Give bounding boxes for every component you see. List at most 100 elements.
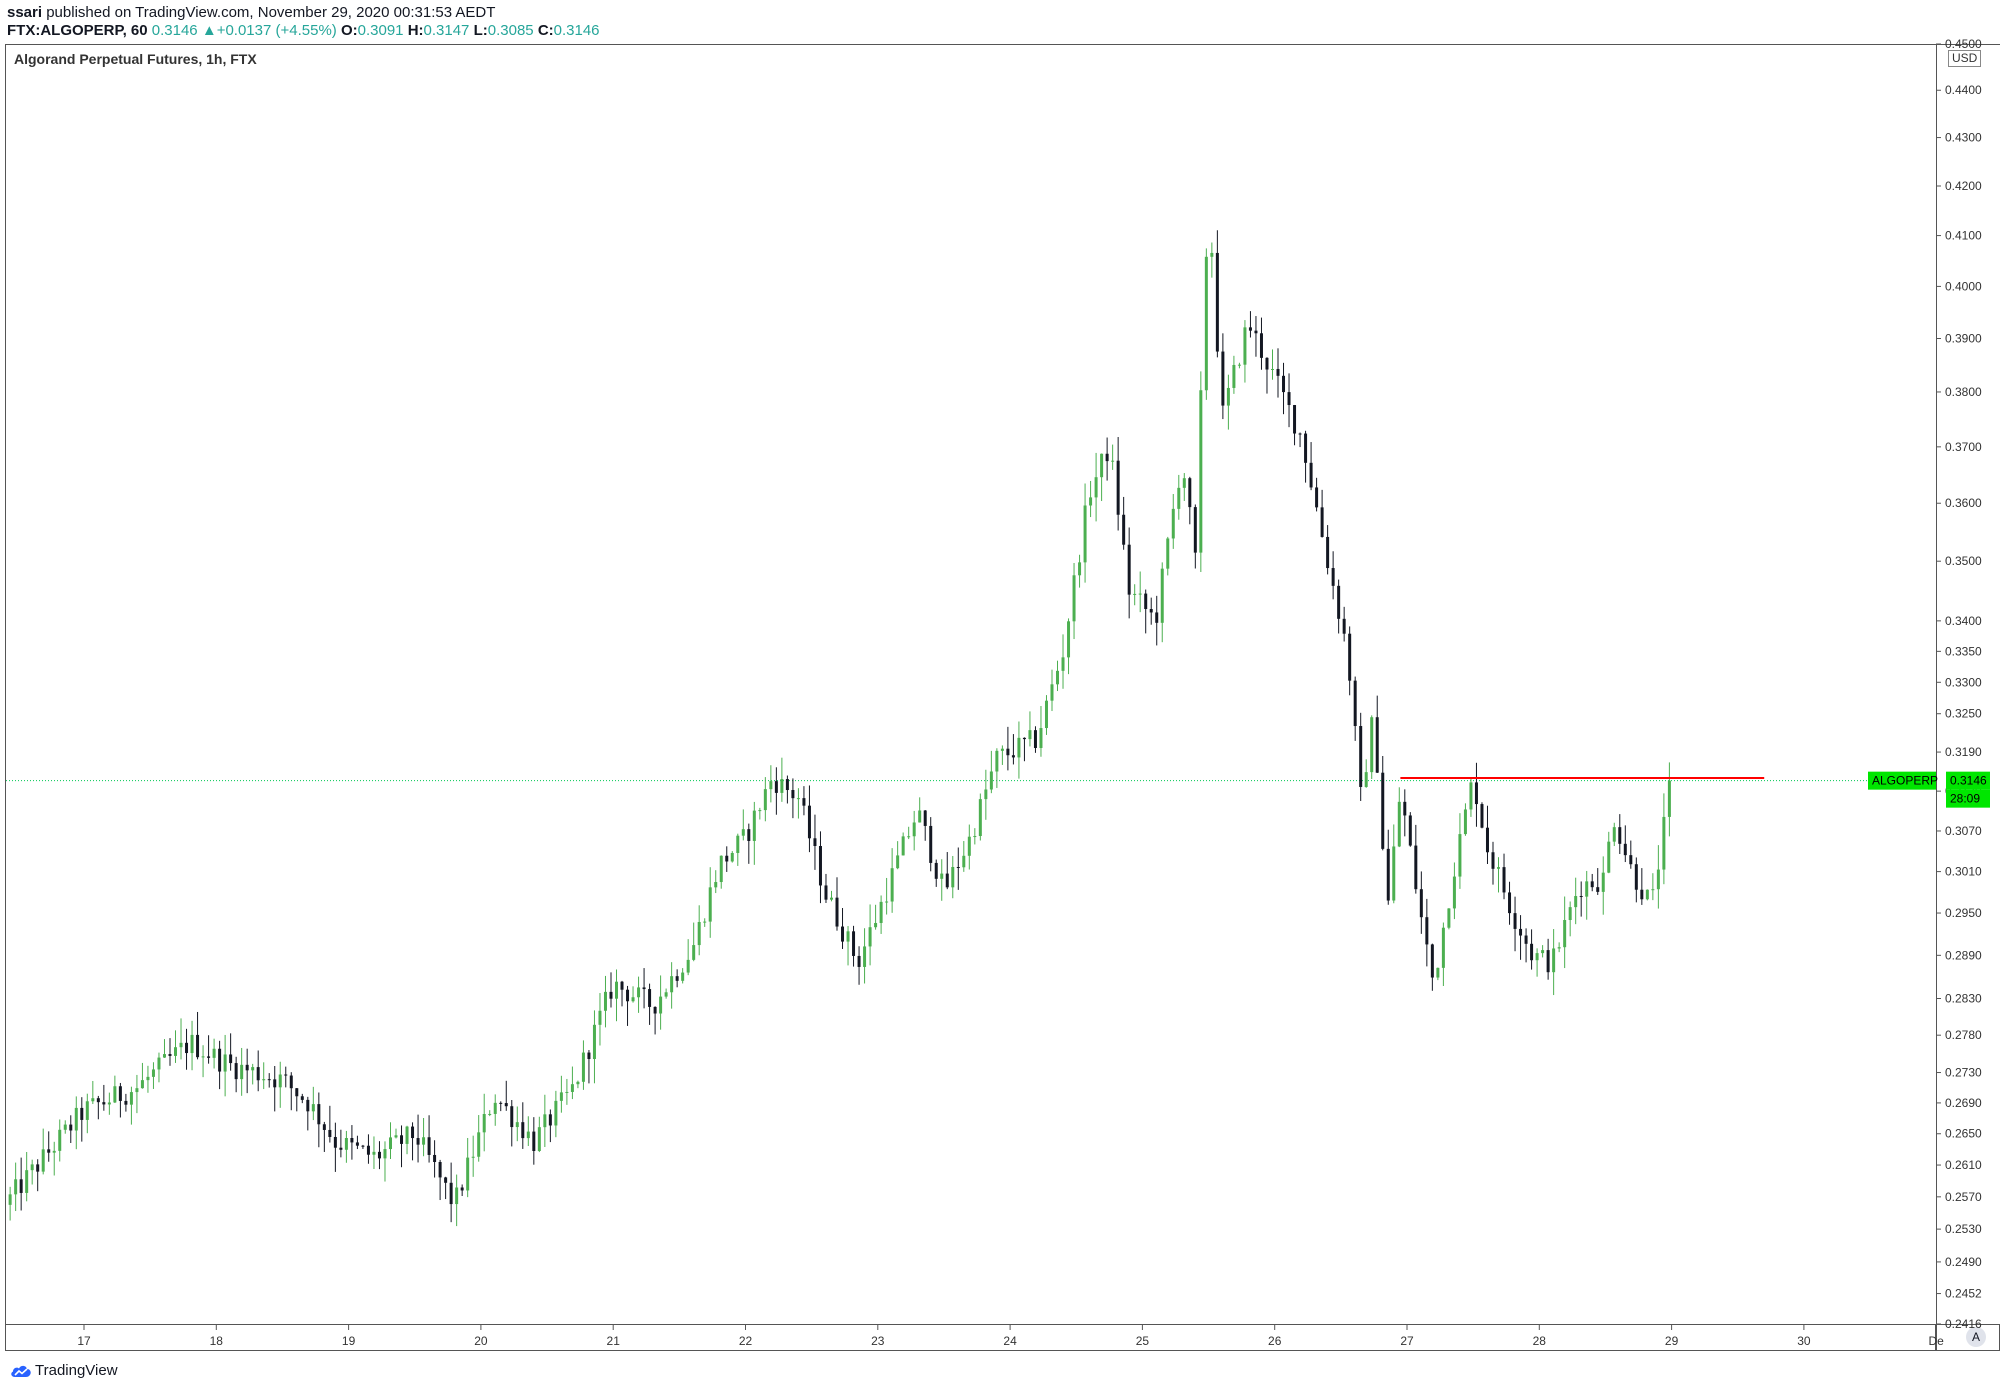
y-tick-label: 0.3250 bbox=[1945, 707, 1982, 721]
candle-body bbox=[1320, 507, 1324, 537]
candle-body bbox=[1193, 507, 1197, 553]
candle-body bbox=[179, 1042, 183, 1048]
candle-body bbox=[1436, 967, 1440, 978]
tradingview-cloud-icon bbox=[11, 1365, 31, 1378]
candle-body bbox=[1177, 487, 1181, 509]
candle-body bbox=[317, 1104, 321, 1125]
candle-body bbox=[306, 1099, 310, 1112]
candle-body bbox=[157, 1057, 161, 1070]
candle-body bbox=[824, 885, 828, 900]
candle-body bbox=[91, 1098, 95, 1102]
candle-body bbox=[1011, 755, 1015, 758]
candle-body bbox=[857, 955, 861, 967]
candle-body bbox=[841, 926, 845, 942]
candle-body bbox=[559, 1092, 563, 1101]
candle-body bbox=[1612, 827, 1616, 842]
candle-body bbox=[1414, 845, 1418, 890]
candle-body bbox=[802, 798, 806, 806]
candle-body bbox=[730, 852, 734, 862]
candle-body bbox=[422, 1137, 426, 1145]
symbol-label: FTX:ALGOPERP, 60 bbox=[7, 22, 148, 39]
candle-body bbox=[984, 789, 988, 800]
candle-body bbox=[741, 829, 745, 836]
candle-body bbox=[256, 1067, 260, 1081]
candle-body bbox=[956, 866, 960, 868]
candle-body bbox=[1645, 889, 1649, 900]
candle-body bbox=[8, 1194, 12, 1205]
candle-body bbox=[1166, 538, 1170, 569]
candle-body bbox=[36, 1164, 40, 1172]
candle-body bbox=[1028, 730, 1032, 740]
y-tick-label: 0.4500 bbox=[1945, 37, 1982, 51]
x-tick-label: 18 bbox=[210, 1334, 224, 1348]
candle-body bbox=[1601, 872, 1605, 892]
author-name[interactable]: ssari bbox=[7, 4, 43, 21]
low-value: 0.3085 bbox=[487, 22, 534, 39]
low-label: L: bbox=[473, 22, 488, 39]
candle-body bbox=[1381, 772, 1385, 849]
y-tick-label: 0.3300 bbox=[1945, 675, 1982, 689]
x-tick-label: 21 bbox=[607, 1334, 621, 1348]
candle-body bbox=[1634, 864, 1638, 890]
candle-body bbox=[1596, 887, 1600, 892]
candle-body bbox=[598, 1010, 602, 1025]
candle-body bbox=[262, 1079, 266, 1081]
y-tick-label: 0.2780 bbox=[1945, 1028, 1982, 1042]
candle-body bbox=[207, 1056, 211, 1058]
candle-body bbox=[47, 1149, 51, 1153]
candle-body bbox=[785, 779, 789, 791]
candle-body bbox=[835, 897, 839, 927]
candle-body bbox=[185, 1042, 189, 1054]
candle-body bbox=[1353, 680, 1357, 727]
high-label: H: bbox=[407, 22, 424, 39]
candle-body bbox=[829, 897, 833, 900]
candle-body bbox=[708, 887, 712, 922]
price-axis[interactable] bbox=[1936, 44, 2000, 1325]
candle-body bbox=[383, 1149, 387, 1159]
candle-body bbox=[1430, 944, 1434, 978]
candle-body bbox=[1116, 460, 1120, 515]
candle-body bbox=[1342, 618, 1346, 634]
candle-body bbox=[201, 1056, 205, 1058]
candle-body bbox=[311, 1104, 315, 1112]
candle-body bbox=[1270, 368, 1274, 370]
candle-body bbox=[322, 1124, 326, 1130]
candle-body bbox=[1535, 953, 1539, 961]
auto-scale-button[interactable]: A bbox=[1966, 1327, 1986, 1347]
candle-body bbox=[736, 835, 740, 853]
time-axis[interactable] bbox=[5, 1325, 1936, 1351]
candle-body bbox=[874, 922, 878, 928]
y-tick-label: 0.2570 bbox=[1945, 1190, 1982, 1204]
countdown-tag-bg bbox=[1946, 789, 1990, 808]
candle-body bbox=[714, 882, 718, 888]
currency-label[interactable]: USD bbox=[1948, 50, 1982, 67]
candle-body bbox=[361, 1145, 365, 1147]
candle-body bbox=[1149, 609, 1153, 613]
chart-title: Algorand Perpetual Futures, 1h, FTX bbox=[14, 51, 257, 67]
candle-body bbox=[69, 1124, 73, 1131]
candle-body bbox=[626, 989, 630, 1002]
candle-body bbox=[74, 1107, 78, 1131]
candle-body bbox=[692, 945, 696, 960]
candle-body bbox=[615, 981, 619, 999]
candle-body bbox=[1072, 575, 1076, 622]
brand-name[interactable]: TradingView bbox=[35, 1362, 118, 1379]
candle-body bbox=[295, 1088, 299, 1097]
candle-body bbox=[923, 810, 927, 826]
candle-body bbox=[885, 901, 889, 903]
candle-body bbox=[565, 1091, 569, 1093]
candle-body bbox=[1056, 670, 1060, 685]
candle-body bbox=[1111, 460, 1115, 462]
candle-body bbox=[945, 873, 949, 888]
candle-body bbox=[196, 1034, 200, 1058]
chart-pane[interactable] bbox=[5, 44, 1936, 1325]
candle-body bbox=[449, 1182, 453, 1205]
candle-body bbox=[190, 1034, 194, 1054]
open-value: 0.3091 bbox=[357, 22, 404, 39]
candle-body bbox=[1458, 834, 1462, 877]
triangle-up-icon: ▲ bbox=[201, 22, 217, 39]
candle-body bbox=[796, 798, 800, 800]
candle-body bbox=[245, 1064, 249, 1071]
candle-body bbox=[482, 1114, 486, 1133]
y-tick-label: 0.4200 bbox=[1945, 179, 1982, 193]
